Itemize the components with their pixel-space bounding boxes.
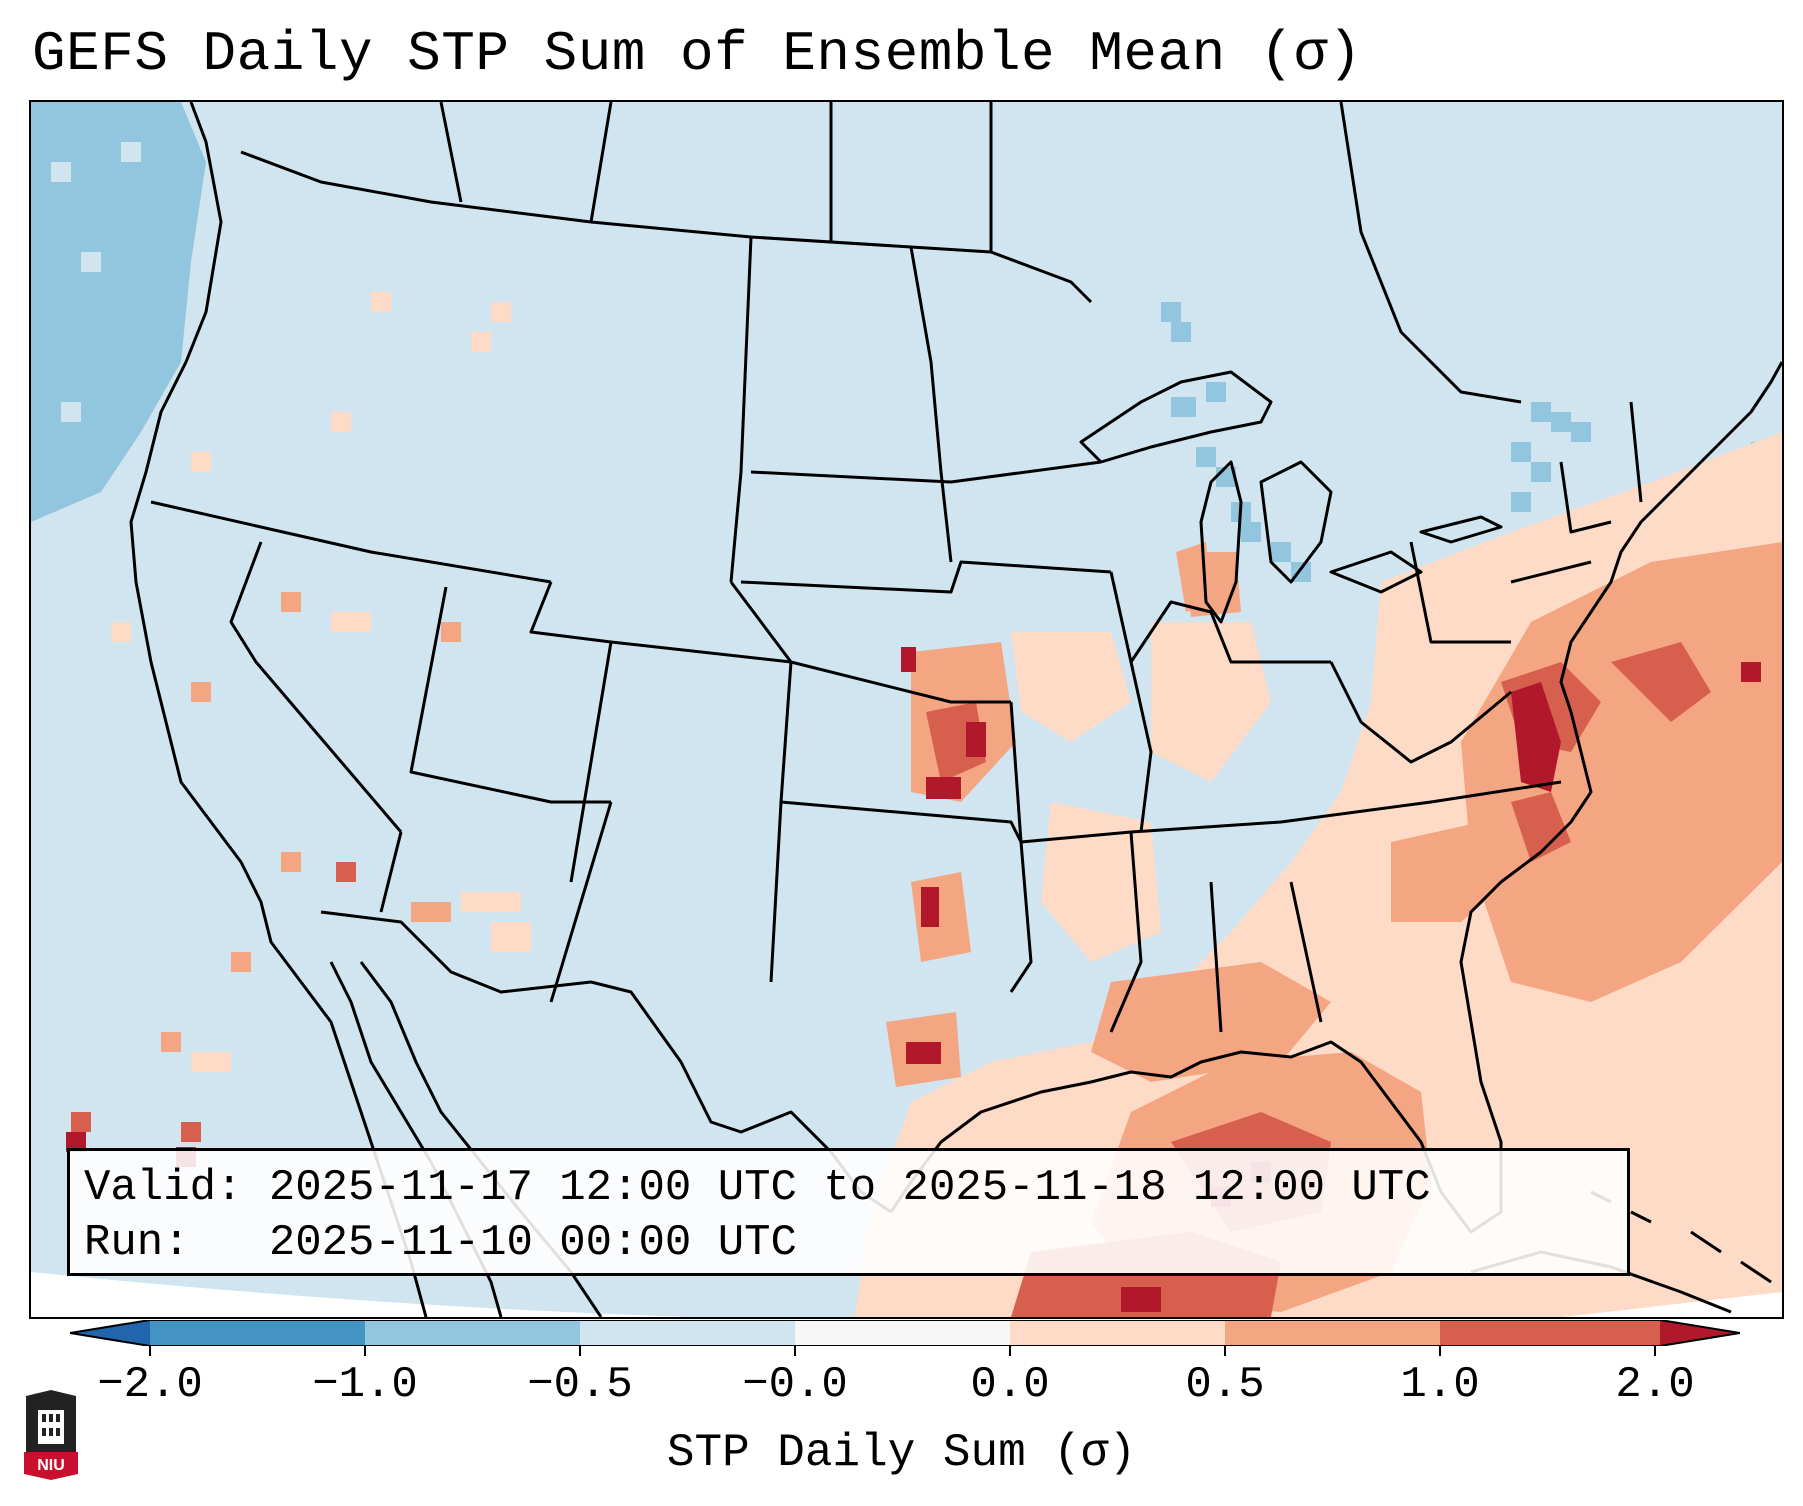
colorbar-tick-label: −1.0 (312, 1360, 418, 1410)
negative-anomaly-northeast (1161, 302, 1771, 582)
colorbar-tick-label: −2.0 (97, 1360, 203, 1410)
info-box: Valid: 2025-11-17 12:00 UTC to 2025-11-1… (67, 1148, 1630, 1276)
colorbar-tick-mark (1654, 1346, 1656, 1356)
colorbar-tick-label: −0.0 (742, 1360, 848, 1410)
colorbar-tick-label: 1.0 (1400, 1360, 1480, 1410)
colorbar-segment-6 (1440, 1320, 1660, 1346)
colorbar-tick-mark (579, 1346, 581, 1356)
niu-logo-text: NIU (37, 1457, 65, 1474)
niu-logo: NIU (24, 1390, 78, 1480)
colorbar-over-arrow (1660, 1320, 1740, 1346)
valid-time-text: Valid: 2025-11-17 12:00 UTC to 2025-11-1… (84, 1163, 1431, 1213)
lake-superior-negative (1171, 382, 1226, 417)
colorbar-segment-2 (580, 1320, 795, 1346)
colorbar-tick-label: 2.0 (1615, 1360, 1695, 1410)
colorbar-tick-mark (794, 1346, 796, 1356)
colorbar-tick-mark (364, 1346, 366, 1356)
negative-anomaly-pacific (31, 102, 206, 522)
colorbar-tick-mark (1009, 1346, 1011, 1356)
map-title: GEFS Daily STP Sum of Ensemble Mean (σ) (32, 22, 1363, 86)
colorbar-segment-3 (795, 1320, 1010, 1346)
colorbar-segment-1 (365, 1320, 580, 1346)
colorbar-segment-5 (1225, 1320, 1440, 1346)
colorbar-tick-mark (1439, 1346, 1441, 1356)
colorbar-tick-mark (1224, 1346, 1226, 1356)
colorbar-tick-mark (149, 1346, 151, 1356)
colorbar-tick-label: 0.5 (1185, 1360, 1265, 1410)
map-panel[interactable] (29, 100, 1784, 1319)
colorbar-tick-label: 0.0 (970, 1360, 1050, 1410)
colorbar-tick-label: −0.5 (527, 1360, 633, 1410)
colorbar-segment-4 (1010, 1320, 1225, 1346)
positive-anomaly-plains (886, 552, 1241, 1087)
colorbar-under-arrow (70, 1320, 150, 1346)
map-svg (31, 102, 1782, 1317)
run-time-text: Run: 2025-11-10 00:00 UTC (84, 1218, 797, 1268)
colorbar (70, 1320, 1740, 1346)
colorbar-label: STP Daily Sum (σ) (666, 1427, 1137, 1479)
map-boundaries (129, 102, 1782, 1317)
colorbar-segment-0 (150, 1320, 365, 1346)
